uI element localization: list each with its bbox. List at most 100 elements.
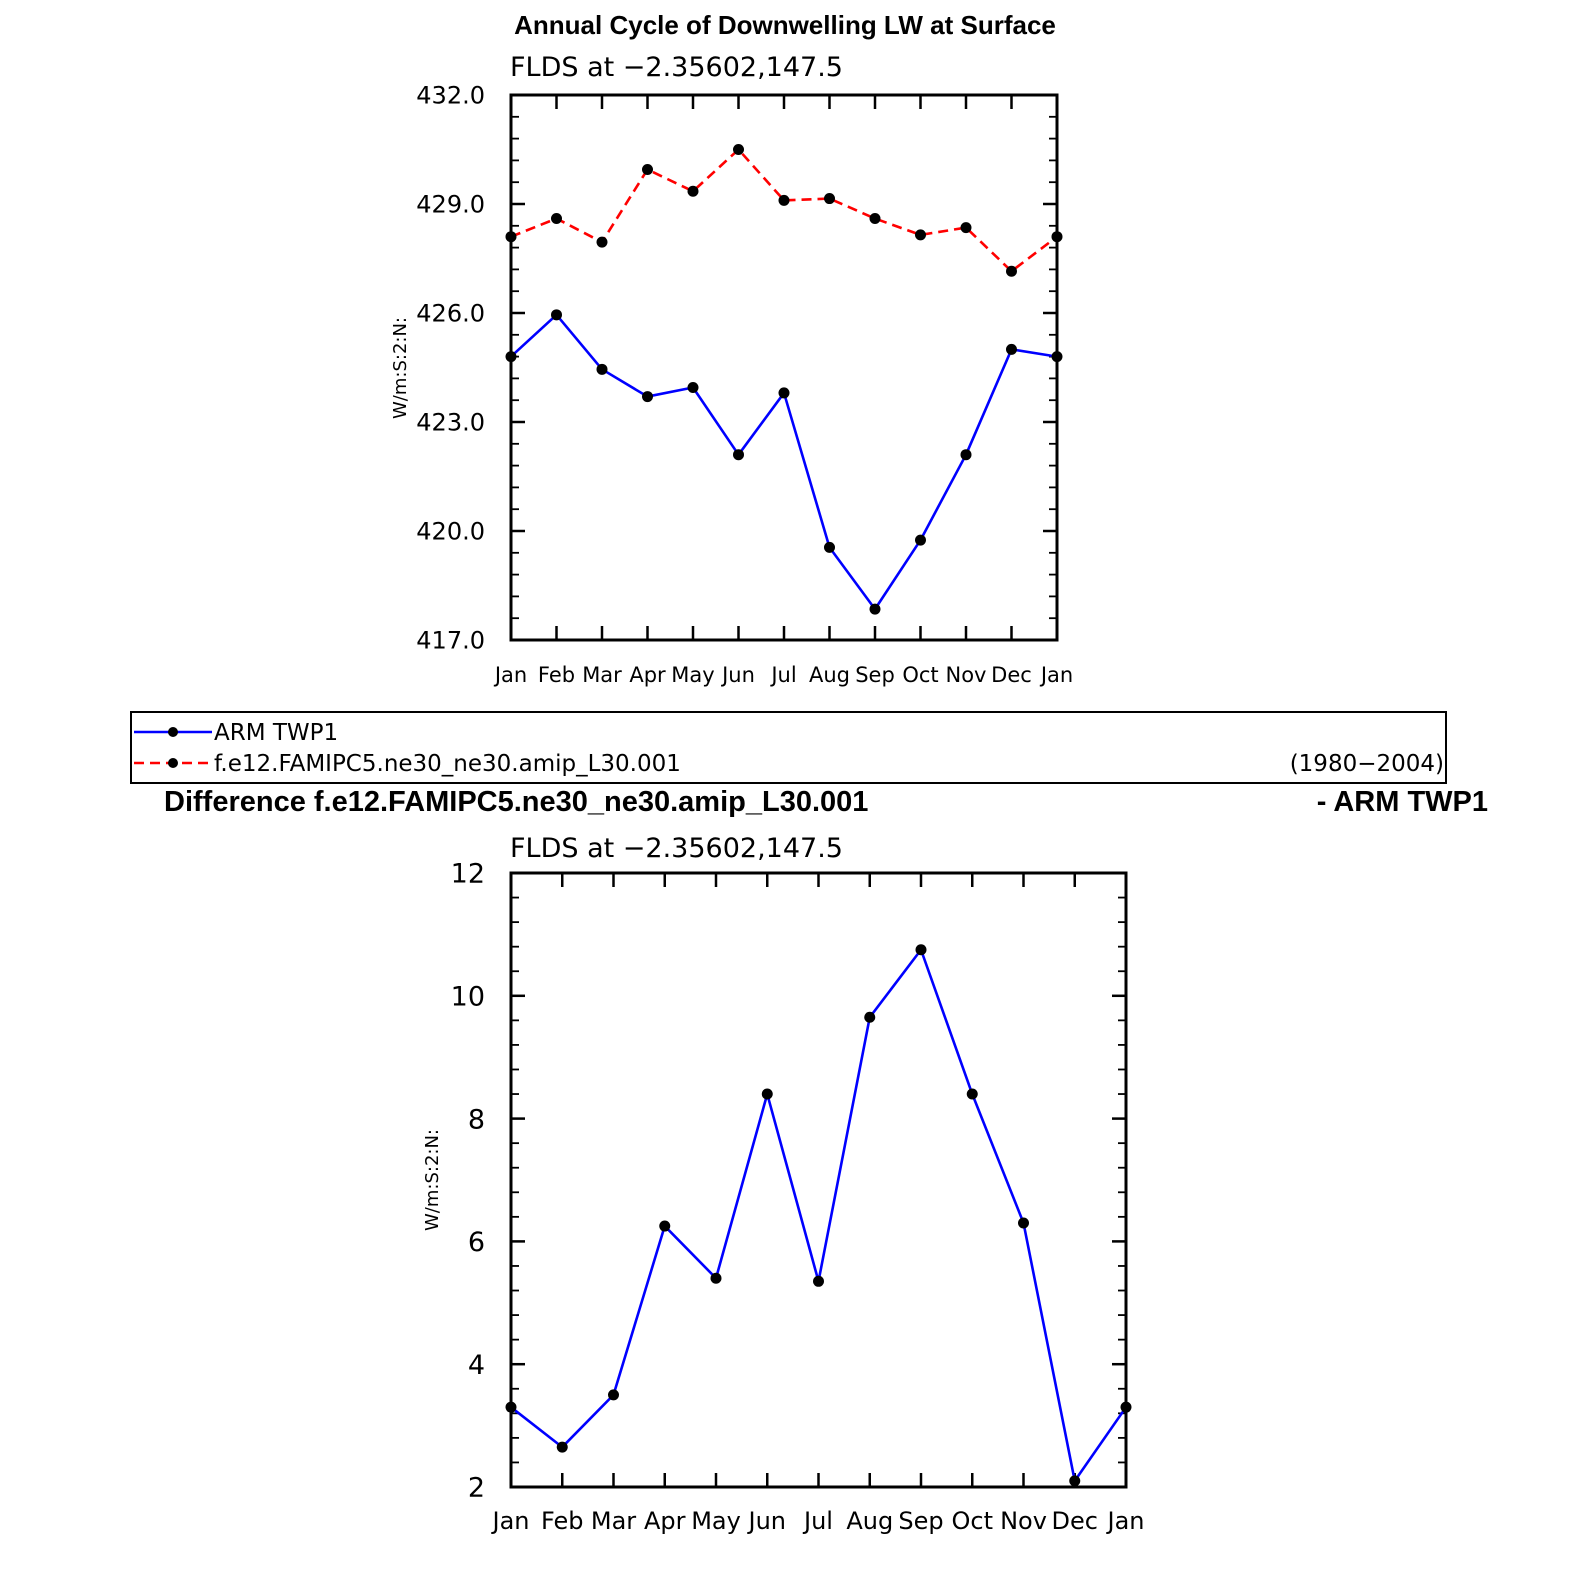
top-chart-series-1-point (733, 144, 744, 155)
diff-chart-title-suffix: - ARM TWP1 (1317, 786, 1488, 818)
top-chart-xtick-label: Apr (629, 663, 666, 687)
legend-marker-arm (168, 727, 178, 737)
diff-chart-series-0-point (608, 1389, 619, 1401)
top-chart-frame (509, 93, 1059, 642)
diff-chart-xtick-label: Apr (644, 1507, 686, 1535)
top-chart-series-0-point (778, 387, 790, 399)
top-chart-xtick-label: Mar (582, 663, 622, 687)
top-chart-xtick-label: Aug (809, 663, 850, 687)
top-chart-series-0-point (505, 351, 517, 363)
top-chart-xtick-label: Dec (991, 663, 1032, 687)
top-chart-series-0-point (824, 541, 835, 553)
legend-marker-model (168, 758, 178, 768)
top-chart-subtitle: FLDS at −2.35602,147.5 (510, 52, 843, 83)
diff-chart-ylabel: W/m:S:2:N: (422, 1129, 443, 1231)
top-chart-ytick-label: 420.0 (416, 518, 485, 546)
diff-chart-ytick-label: 6 (468, 1227, 485, 1258)
diff-chart-ytick-label: 12 (451, 859, 485, 890)
top-chart-series-0-point (1051, 351, 1063, 363)
diff-chart-series-0-point (556, 1441, 568, 1453)
diff-chart-xtick-label: Mar (591, 1507, 636, 1535)
top-chart-series-0-point (687, 381, 699, 393)
diff-chart-series-0-point (966, 1088, 978, 1100)
diff-chart-frame (509, 871, 1128, 1489)
diff-chart-xtick-label: Feb (541, 1507, 584, 1535)
top-chart-ytick-label: 432.0 (416, 82, 485, 110)
top-chart-xtick-label: Sep (855, 663, 895, 687)
legend-label-model: f.e12.FAMIPC5.ne30_ne30.amip_L30.001 (214, 751, 681, 777)
diff-chart-series-0-point (864, 1011, 876, 1023)
top-chart-xtick-label: Jan (1039, 663, 1073, 687)
top-chart-plot: 417.0 420.0 423.0 426.0 429.0 432.0 Jan Feb Mar A… (416, 82, 1073, 687)
legend-label-arm: ARM TWP1 (214, 720, 338, 746)
top-chart-xtick-label: May (671, 663, 714, 687)
diff-chart-xtick-label: Sep (898, 1507, 943, 1535)
diff-chart-series-0-point (659, 1220, 671, 1232)
diff-chart-xtick-label: Jan (491, 1507, 530, 1535)
legend-period: (1980−2004) (1290, 751, 1444, 777)
diff-chart-xtick-label: Jan (1106, 1507, 1145, 1535)
diff-chart-xtick-label: Aug (846, 1507, 893, 1535)
top-chart-series-0-point (915, 534, 926, 546)
diff-chart-series-0-point (915, 944, 927, 956)
diff-chart-series-0-point (1120, 1401, 1132, 1413)
legend: ARM TWP1 f.e12.FAMIPC5.ne30_ne30.amip_L3… (130, 711, 1447, 784)
top-chart-series-line-1 (510, 148, 1058, 273)
top-chart-ytick-label: 423.0 (416, 409, 485, 437)
diff-chart-xtick-label: Oct (952, 1507, 994, 1535)
top-chart-xtick-label: Feb (538, 663, 575, 687)
diff-chart-title: Difference f.e12.FAMIPC5.ne30_ne30.amip_… (164, 786, 868, 818)
top-chart-series-1-point (596, 236, 608, 248)
diff-chart-xtick-label: May (691, 1507, 741, 1535)
diff-chart-series-0-point (505, 1401, 517, 1413)
top-chart-series-1-point (778, 194, 790, 206)
top-chart-series-1-point (824, 193, 835, 205)
top-chart-title: Annual Cycle of Downwelling LW at Surfac… (514, 10, 1056, 40)
diff-chart-ytick-label: 4 (468, 1350, 485, 1381)
diff-chart-ytick-label: 10 (451, 982, 485, 1013)
legend-box (130, 711, 1447, 784)
top-chart-series-1-point (687, 185, 699, 197)
top-chart-series-0-point (642, 391, 653, 403)
diff-chart-ytick-label: 8 (468, 1104, 485, 1135)
top-chart-series-1-point (505, 231, 517, 243)
diff-chart-series-0-point (761, 1088, 773, 1100)
top-chart-xtick-label: Nov (946, 663, 987, 687)
diff-chart-plot: 2 4 6 8 10 12 Jan Feb Mar Apr May Jun Jul Aug Sep Oct No… (451, 859, 1145, 1535)
diff-chart-xtick-label: Jul (802, 1507, 833, 1535)
top-chart-series-0-point (551, 309, 562, 321)
top-chart-ytick-label: 426.0 (416, 300, 485, 328)
diff-chart-series-line-0 (510, 948, 1128, 1483)
legend-entry-model: f.e12.FAMIPC5.ne30_ne30.amip_L30.001 (134, 751, 681, 777)
top-chart-series-0-point (869, 603, 881, 615)
diff-chart-xtick-label: Nov (1000, 1507, 1047, 1535)
top-chart-series-1-point (1006, 265, 1017, 277)
top-chart-ylabel: W/m:S:2:N: (390, 317, 411, 419)
diff-chart-series-0-point (710, 1272, 722, 1284)
top-chart-xtick-label: Oct (902, 663, 938, 687)
diff-chart-ytick-label: 2 (468, 1473, 485, 1504)
top-chart-series-1-point (915, 229, 926, 241)
top-chart-series-1-point (960, 222, 972, 234)
top-chart-xtick-label: Jun (720, 663, 755, 687)
diff-chart-series-0-point (1018, 1217, 1029, 1229)
top-chart-series-0-point (596, 363, 608, 375)
diff-chart-series-0-point (813, 1275, 824, 1287)
top-chart-series-1-point (1051, 231, 1063, 243)
diff-chart-xtick-label: Jun (747, 1507, 787, 1535)
top-chart-series-1-point (869, 213, 881, 225)
top-chart-ytick-label: 417.0 (416, 627, 485, 655)
top-chart-series-1-point (551, 213, 562, 225)
legend-entry-arm: ARM TWP1 (134, 720, 338, 746)
top-chart-series-0-point (960, 449, 972, 461)
top-chart-series-line-0 (510, 313, 1058, 611)
top-chart-xtick-label: Jan (493, 663, 527, 687)
diff-chart-xtick-label: Dec (1052, 1507, 1098, 1535)
top-chart-series-0-point (1006, 343, 1017, 355)
diff-chart-series-0-point (1069, 1475, 1081, 1487)
top-chart-ytick-label: 429.0 (416, 191, 485, 219)
top-chart-series-1-point (642, 163, 653, 175)
diff-chart-subtitle: FLDS at −2.35602,147.5 (510, 833, 843, 864)
top-chart-xtick-label: Jul (769, 663, 796, 687)
